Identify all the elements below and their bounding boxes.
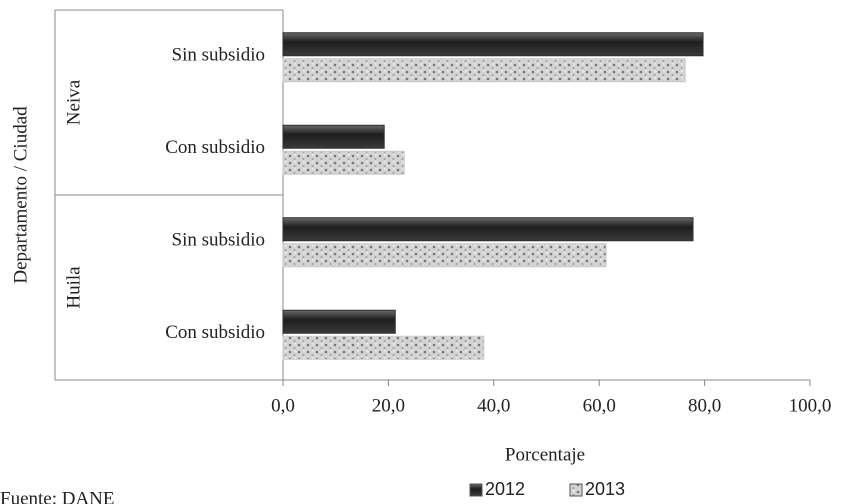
group-label: Huila — [63, 266, 84, 309]
legend-swatch — [569, 483, 583, 497]
bar — [282, 150, 405, 175]
x-tick-label: 60,0 — [583, 395, 616, 416]
bar — [282, 335, 485, 360]
bar — [282, 32, 704, 57]
bar — [282, 309, 396, 334]
x-tick-label: 0,0 — [271, 395, 295, 416]
x-tick-label: 100,0 — [789, 395, 832, 416]
x-tick-label: 20,0 — [372, 395, 405, 416]
y-axis-title: Departamento / Ciudad — [10, 106, 31, 284]
x-tick-label: 40,0 — [477, 395, 510, 416]
x-tick-label: 80,0 — [688, 395, 721, 416]
x-axis-title: Porcentaje — [505, 444, 585, 465]
legend-label: 2013 — [585, 479, 625, 499]
group-label: Neiva — [63, 79, 84, 125]
category-label: Sin subsidio — [172, 230, 265, 251]
bar — [282, 243, 607, 268]
bar — [282, 58, 686, 83]
legend-swatch — [469, 483, 483, 497]
bar — [282, 124, 385, 149]
category-label: Con subsidio — [165, 322, 265, 343]
legend-label: 2012 — [485, 479, 525, 499]
category-label: Con subsidio — [165, 137, 265, 158]
category-label: Sin subsidio — [172, 45, 265, 66]
source-note: Fuente: DANE — [0, 488, 115, 504]
bar — [282, 217, 694, 242]
